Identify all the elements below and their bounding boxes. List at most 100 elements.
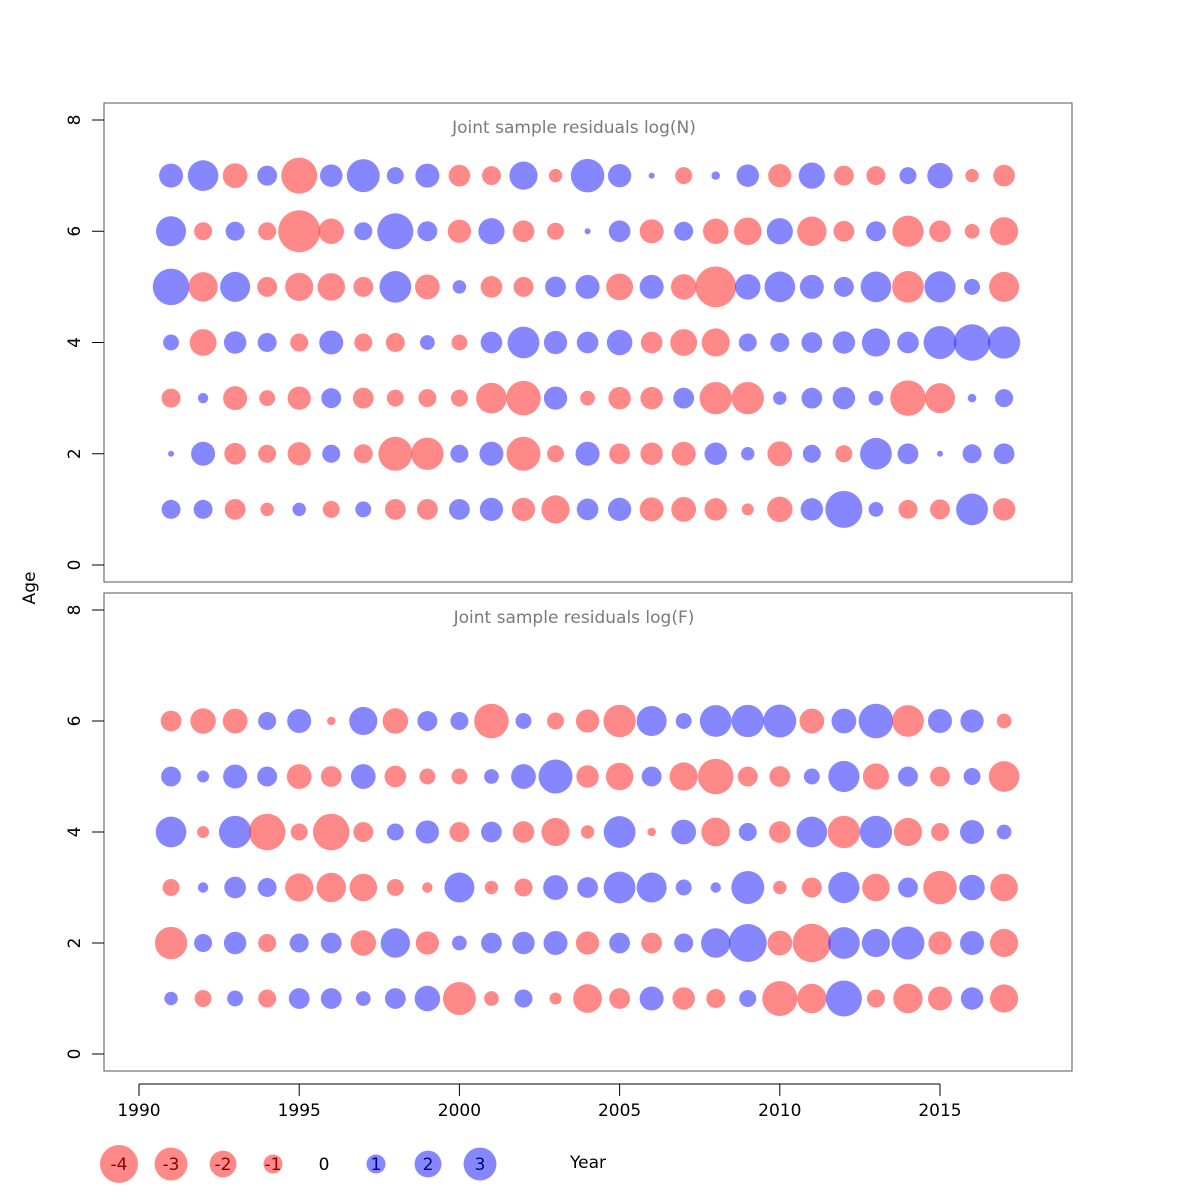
bubble — [197, 392, 209, 404]
bubble — [509, 161, 538, 190]
bubble — [832, 331, 856, 354]
bubble — [989, 984, 1019, 1013]
bubble — [287, 442, 311, 466]
bubble — [928, 931, 952, 955]
bubble — [444, 872, 475, 903]
bubble — [606, 273, 634, 301]
bubble — [222, 708, 248, 734]
bubble — [349, 706, 378, 736]
bubble — [476, 382, 507, 414]
bubble — [257, 165, 278, 186]
legend-bubble — [366, 1154, 386, 1174]
bubble — [993, 443, 1015, 465]
bubble — [319, 330, 344, 355]
bubble — [967, 393, 977, 403]
bubble — [858, 703, 894, 739]
bubble — [835, 445, 853, 463]
bubble — [417, 221, 438, 242]
bubble — [317, 273, 346, 301]
bubble — [161, 499, 181, 519]
bubble — [739, 990, 757, 1007]
bubble — [384, 498, 406, 520]
bubble — [258, 933, 277, 953]
bubble — [927, 162, 953, 189]
bubble — [507, 326, 540, 359]
bubble — [163, 334, 179, 351]
bubble — [671, 496, 697, 522]
bubble — [224, 442, 246, 465]
bubble — [349, 873, 378, 902]
bubble — [801, 332, 823, 353]
bubble — [543, 330, 568, 355]
bubble — [799, 274, 824, 299]
bubble — [511, 497, 536, 522]
bubble — [319, 164, 343, 187]
bubble — [930, 766, 950, 787]
bubble — [865, 221, 886, 242]
bubble — [576, 765, 599, 788]
bubble — [278, 210, 321, 253]
bubble — [350, 930, 377, 956]
bubble — [964, 223, 980, 239]
bubble — [963, 768, 981, 785]
bubble — [861, 928, 891, 958]
bubble — [353, 276, 374, 297]
bubble — [640, 442, 663, 465]
bubble — [384, 765, 407, 788]
legend-label: -4 — [111, 1155, 128, 1175]
bubble — [766, 218, 793, 245]
bubble — [450, 711, 469, 731]
bubble — [452, 280, 467, 294]
bubble — [768, 821, 791, 843]
bubble — [603, 816, 636, 848]
bubble — [188, 272, 218, 302]
x-tick-label: 2010 — [758, 1101, 801, 1121]
bubble — [322, 444, 341, 463]
bubble — [512, 220, 535, 243]
bubble — [801, 877, 822, 898]
bubble — [290, 823, 308, 841]
bubble — [161, 388, 181, 408]
bubble — [960, 819, 985, 845]
bubble — [953, 324, 991, 361]
bubble — [538, 759, 573, 794]
bubble — [768, 163, 792, 188]
bubble — [289, 933, 309, 953]
y-tick-label: 6 — [65, 226, 85, 237]
bubble — [576, 498, 599, 521]
bubble — [862, 873, 890, 902]
bubble — [287, 386, 311, 410]
bubble — [936, 450, 944, 457]
bubble — [639, 497, 664, 522]
bubble — [442, 982, 476, 1015]
bubble — [669, 762, 698, 791]
bubble — [420, 335, 435, 350]
bubble — [736, 164, 760, 187]
bubble — [897, 766, 918, 787]
bubble — [257, 276, 278, 297]
bubble — [923, 326, 957, 359]
bubble — [699, 381, 732, 415]
bubble — [286, 764, 312, 789]
bubble — [584, 228, 591, 235]
bubble — [258, 711, 277, 731]
bubble — [543, 930, 568, 956]
y-tick-label: 0 — [65, 1049, 85, 1060]
bubble — [481, 821, 502, 843]
bubble — [164, 991, 178, 1006]
bubble — [161, 766, 182, 787]
bubble — [832, 386, 856, 410]
bubble — [190, 708, 216, 734]
bubble — [763, 704, 797, 738]
x-tick-label: 1995 — [278, 1101, 321, 1121]
panel-title: Joint sample residuals log(F) — [453, 608, 695, 628]
bubble — [514, 989, 533, 1008]
bubble — [379, 270, 412, 303]
bubble — [576, 331, 599, 354]
bubble — [227, 990, 244, 1007]
bubble — [697, 758, 734, 795]
bubble — [647, 827, 656, 837]
bubble — [897, 877, 918, 898]
bubble — [322, 500, 340, 518]
bubble — [798, 162, 825, 189]
